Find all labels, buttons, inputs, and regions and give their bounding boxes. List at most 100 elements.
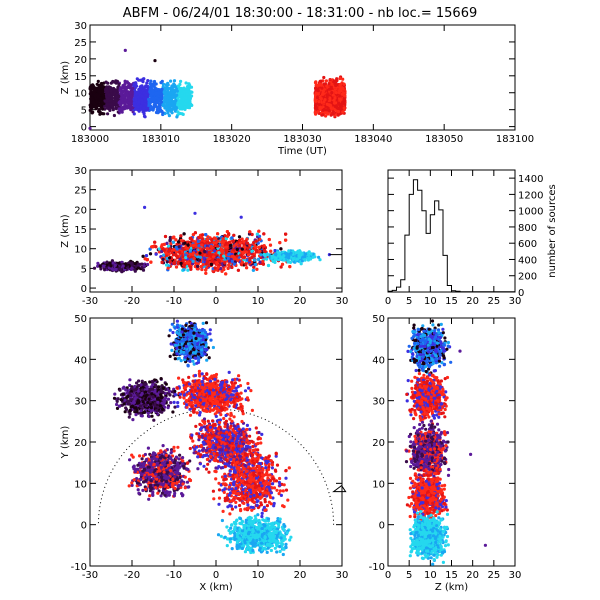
- source-point: [216, 232, 220, 236]
- source-point: [178, 106, 182, 110]
- source-point: [129, 83, 133, 87]
- source-point: [141, 80, 145, 84]
- x-tick-label: 183100: [496, 134, 534, 145]
- source-point: [149, 79, 153, 83]
- source-point: [166, 83, 170, 87]
- source-point: [316, 92, 320, 96]
- source-point: [124, 98, 128, 102]
- source-point: [159, 81, 163, 85]
- source-point: [123, 79, 127, 83]
- source-point: [109, 102, 113, 106]
- source-point: [150, 92, 154, 96]
- source-point: [111, 108, 115, 112]
- y-tick-label: 20: [74, 205, 87, 216]
- source-point: [145, 106, 149, 110]
- source-point: [150, 83, 155, 88]
- source-point: [100, 100, 104, 104]
- source-point: [156, 111, 160, 115]
- source-point: [318, 105, 323, 109]
- x-tick-label: 183020: [213, 134, 251, 145]
- x-tick-label: 183010: [142, 134, 180, 145]
- source-point: [117, 107, 121, 111]
- x-tick-label: 0: [213, 296, 219, 307]
- source-point: [337, 101, 341, 105]
- source-point: [186, 104, 190, 109]
- source-point: [105, 88, 109, 92]
- source-point: [331, 111, 335, 115]
- source-point: [338, 83, 342, 87]
- source-point: [162, 90, 166, 94]
- source-point: [334, 91, 338, 95]
- source-point: [173, 99, 177, 104]
- x-tick-label: 183040: [354, 134, 392, 145]
- source-point: [120, 110, 124, 114]
- source-point: [184, 81, 188, 85]
- source-point: [268, 243, 273, 247]
- source-point: [117, 101, 121, 105]
- source-point: [328, 103, 332, 107]
- source-point: [341, 110, 345, 114]
- source-point: [140, 101, 144, 105]
- source-point: [139, 84, 144, 88]
- source-point: [322, 107, 326, 112]
- source-point: [313, 81, 318, 85]
- source-point: [170, 94, 174, 99]
- source-point: [164, 87, 168, 91]
- source-point: [128, 94, 132, 98]
- source-point: [134, 82, 138, 86]
- source-point: [143, 115, 147, 119]
- source-point: [112, 86, 116, 91]
- source-point: [126, 84, 130, 89]
- source-point: [89, 87, 93, 92]
- source-point: [90, 106, 94, 110]
- source-point: [236, 268, 240, 272]
- source-point: [184, 99, 188, 103]
- source-point: [322, 100, 326, 104]
- source-point: [324, 79, 328, 83]
- source-point: [140, 94, 144, 98]
- source-point: [159, 96, 164, 100]
- source-point: [119, 86, 123, 90]
- source-point: [150, 88, 154, 92]
- source-point: [190, 103, 194, 107]
- source-point: [257, 229, 261, 233]
- x-tick-label: -30: [82, 296, 98, 307]
- source-point: [137, 100, 141, 104]
- source-point: [172, 79, 177, 83]
- source-point: [175, 93, 179, 97]
- source-point: [115, 88, 119, 92]
- y-tick-label: 15: [74, 72, 87, 83]
- source-point: [141, 77, 145, 81]
- source-point: [128, 91, 133, 95]
- source-point: [156, 108, 160, 112]
- source-point: [155, 101, 159, 105]
- source-point: [100, 112, 104, 116]
- source-point: [112, 100, 116, 104]
- y-tick-label: 30: [74, 21, 87, 32]
- source-point: [325, 84, 329, 88]
- source-point: [97, 108, 101, 112]
- source-point: [97, 86, 101, 91]
- source-point: [146, 93, 150, 97]
- source-point: [183, 105, 187, 109]
- source-point: [175, 115, 179, 119]
- source-point: [89, 90, 93, 94]
- source-point: [89, 92, 93, 96]
- y-tick-label: 15: [74, 225, 87, 236]
- source-point: [280, 262, 285, 266]
- source-point: [186, 87, 190, 91]
- source-point: [158, 105, 162, 110]
- x-tick-label: 183030: [283, 134, 321, 145]
- source-point: [225, 230, 229, 234]
- y-tick-label: 20: [74, 55, 87, 66]
- source-point: [335, 105, 339, 109]
- source-point: [314, 99, 318, 103]
- source-point: [115, 95, 119, 99]
- source-point: [338, 76, 342, 81]
- source-point: [145, 258, 149, 262]
- source-point: [182, 232, 186, 236]
- x-tick-label: 20: [294, 296, 307, 307]
- source-point: [96, 79, 100, 83]
- source-point: [262, 232, 266, 236]
